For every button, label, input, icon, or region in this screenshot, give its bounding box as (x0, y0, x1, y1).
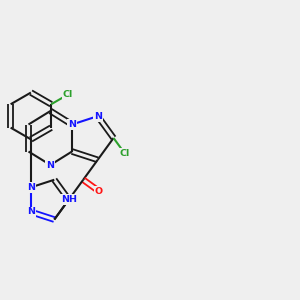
Text: N: N (27, 183, 35, 192)
Text: Cl: Cl (63, 90, 73, 99)
Text: O: O (95, 187, 103, 196)
Text: N: N (68, 120, 76, 129)
Text: N: N (94, 112, 102, 121)
Text: N: N (46, 160, 54, 169)
Text: N: N (27, 207, 35, 216)
Text: Cl: Cl (120, 149, 130, 158)
Text: NH: NH (61, 195, 77, 204)
